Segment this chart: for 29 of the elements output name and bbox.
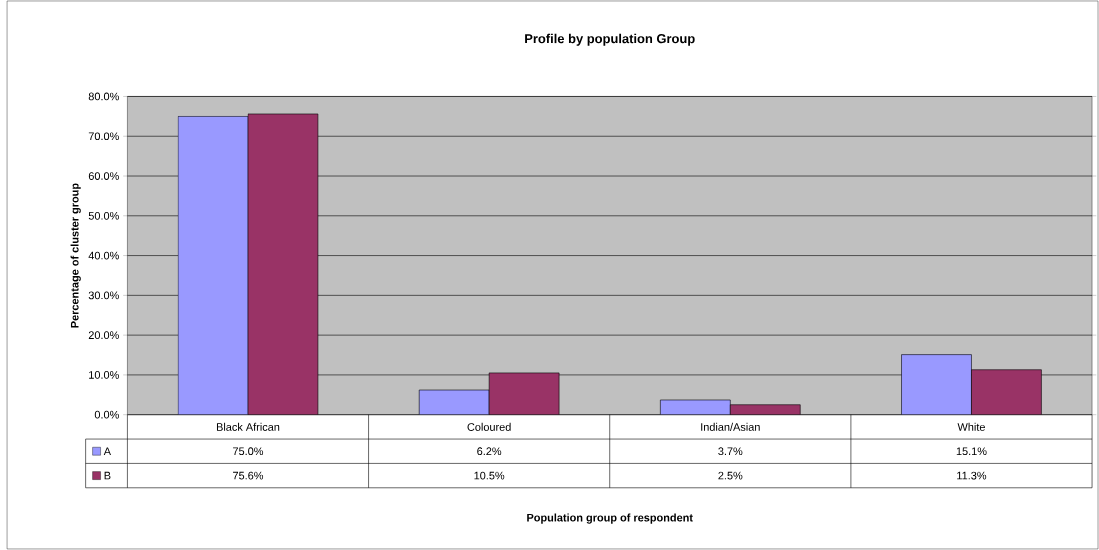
y-tick-label: 60.0% [88,172,119,180]
y-axis-title: Percentage of cluster group [70,183,81,328]
data-label: 6.2% [477,447,502,456]
x-tick-label: Indian/Asian [701,422,760,431]
y-tick-label: 0.0% [94,410,119,419]
y-tick-label: 10.0% [89,371,119,379]
y-tick-label: 50.0% [88,211,119,220]
chart-title: Profile by population Group [525,33,695,46]
x-tick-label: White [957,422,985,431]
x-tick-label: Black African [216,422,280,431]
bar [488,372,560,415]
legend-label: B [104,471,111,480]
legend-label: A [103,447,112,456]
data-label: 11.3% [957,471,987,480]
y-tick-label: 20.0% [88,331,119,340]
x-tick-label: Coloured [467,422,511,431]
bar [971,369,1042,415]
bar [247,113,319,415]
y-tick-label: 80.0% [88,92,119,101]
data-label: 2.5% [718,471,743,480]
y-tick-label: 70.0% [88,132,119,141]
data-label: 75.6% [233,471,264,480]
data-label: 10.5% [474,471,505,480]
text: Population group of respondent [527,513,693,524]
data-label: 15.1% [956,447,987,456]
data-label: 75.0% [233,447,264,456]
y-tick-label: 30.0% [88,291,119,300]
y-tick-label: 40.0% [88,251,119,260]
data-label: 3.7% [718,447,743,456]
